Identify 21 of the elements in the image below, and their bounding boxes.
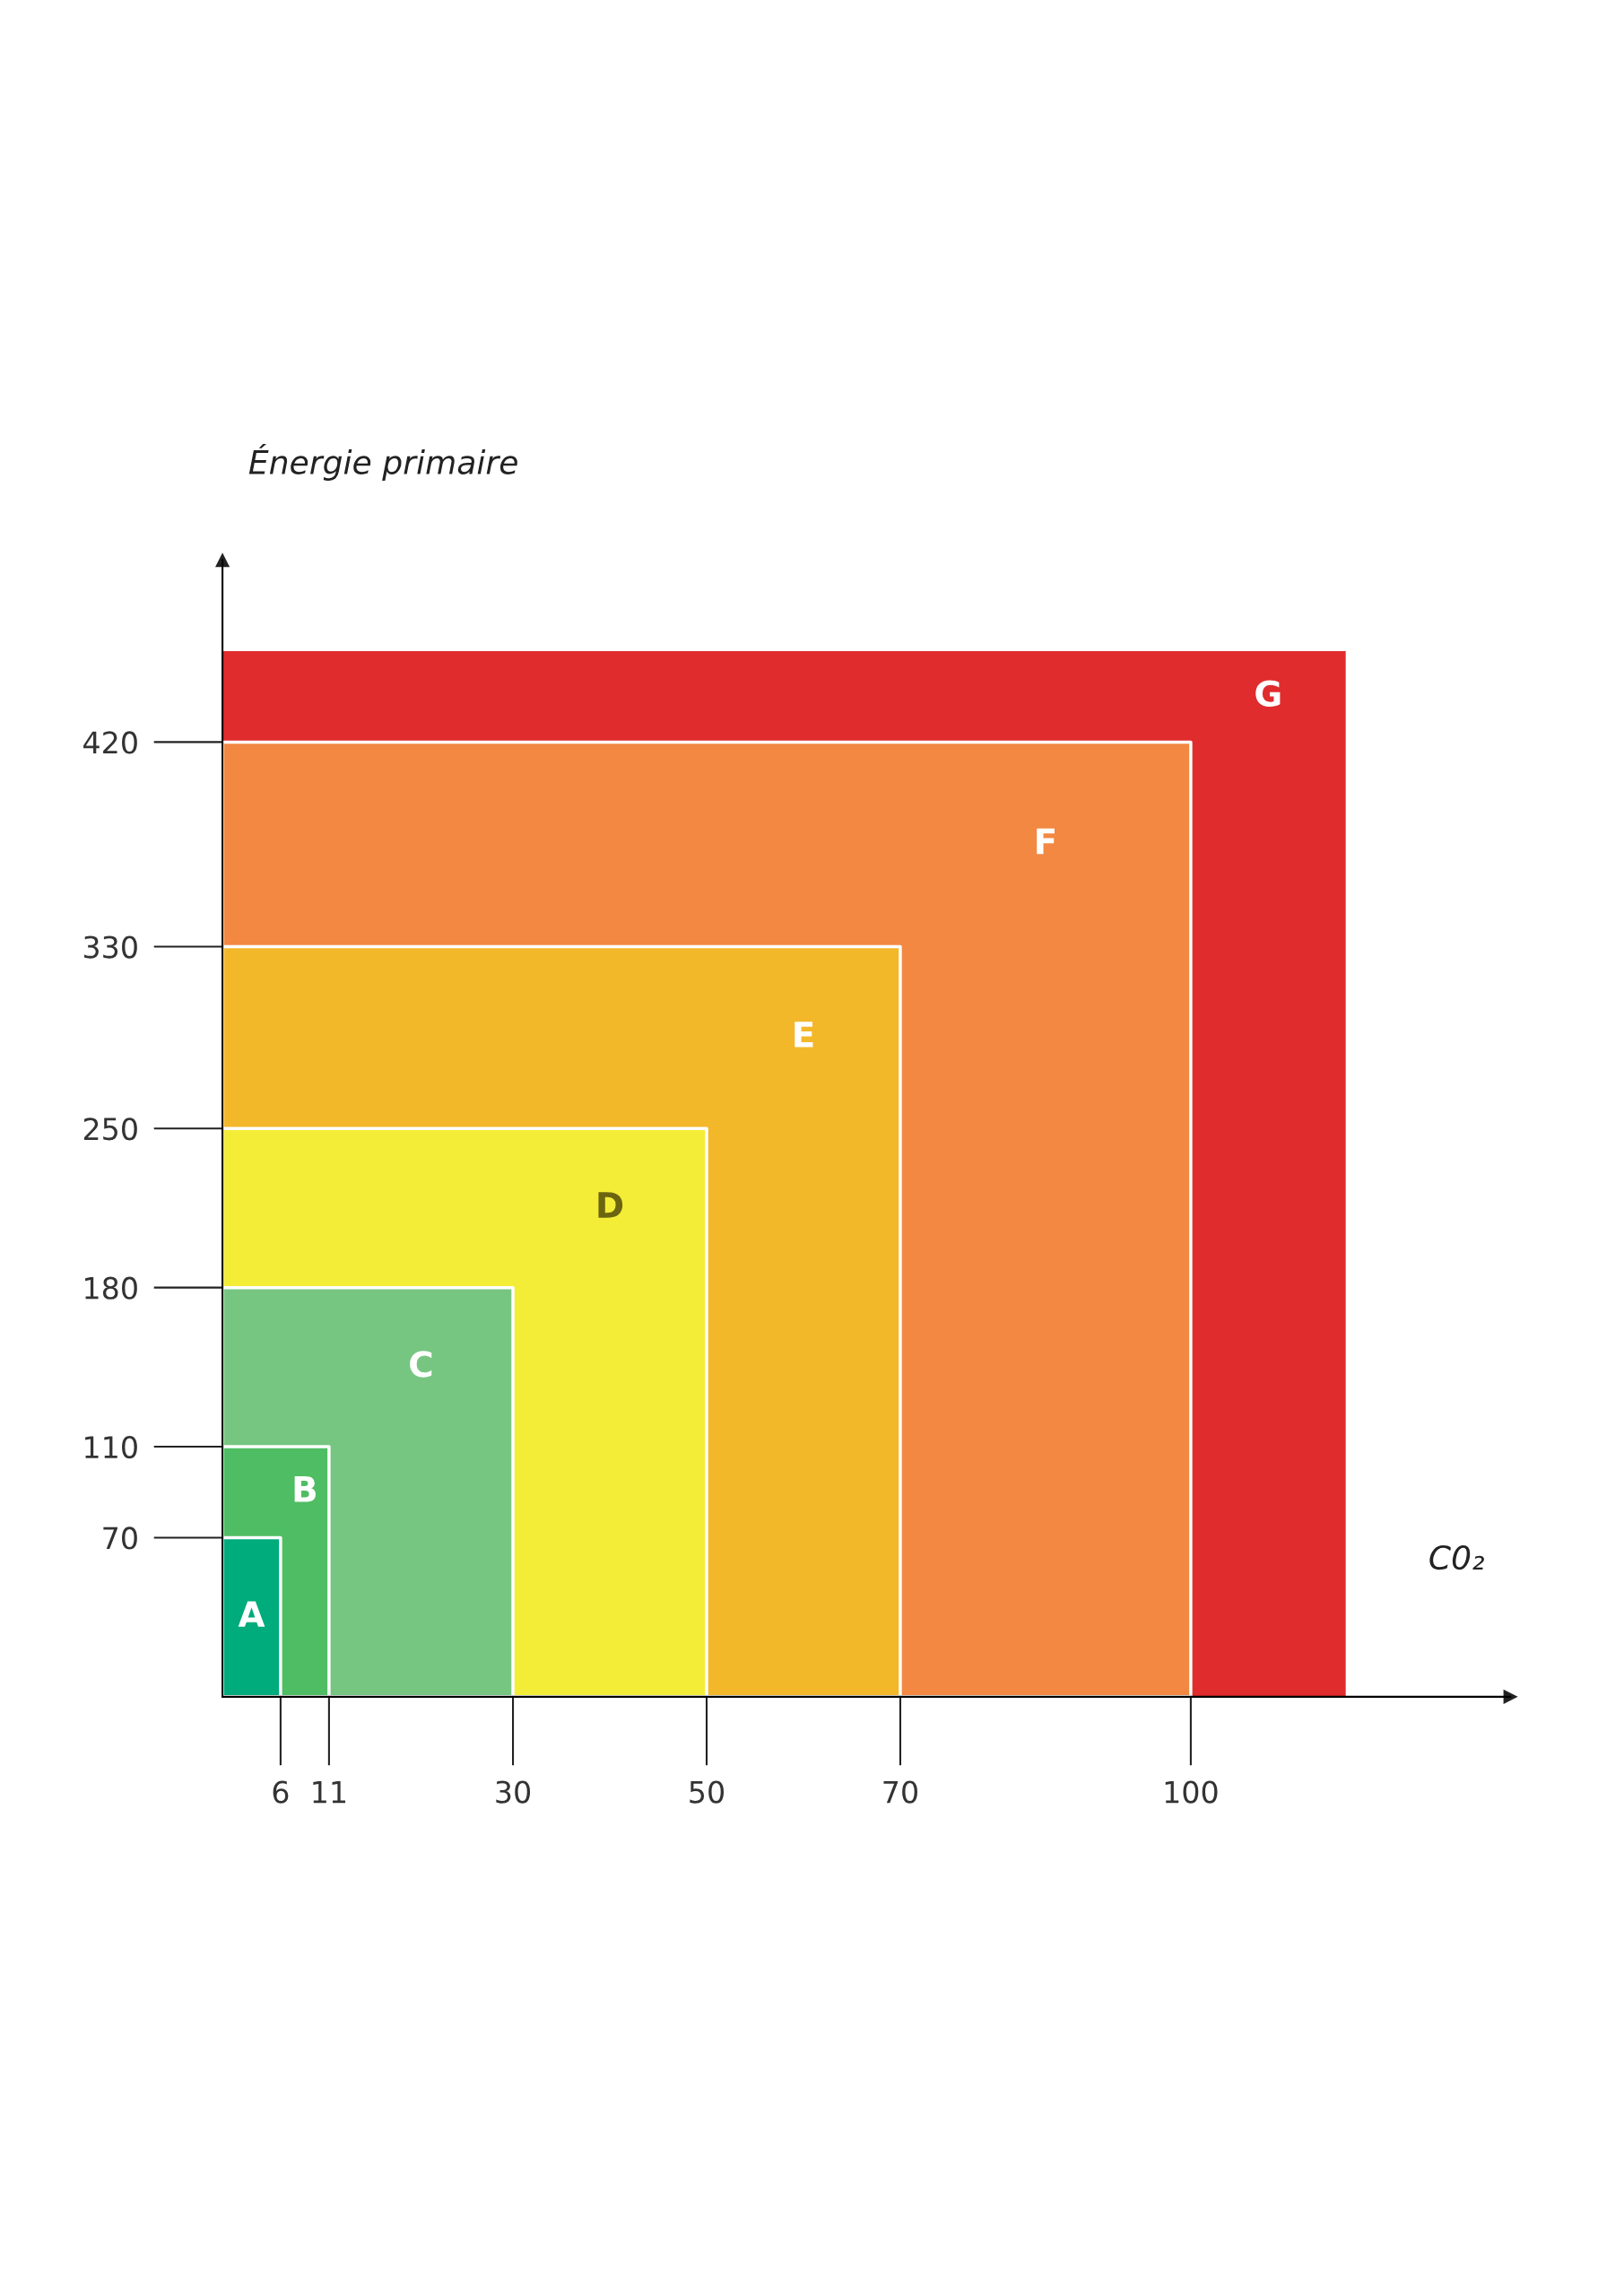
series-label: G: [1255, 680, 1281, 707]
x-tick-label: 100: [1165, 1780, 1218, 1804]
x-tick-label: 30: [496, 1780, 531, 1804]
y-axis-title: Énergie primaire: [248, 444, 517, 481]
y-tick-label: 420: [83, 731, 137, 754]
series-label: D: [598, 1192, 623, 1218]
x-axis-title: C0₂: [1429, 1544, 1484, 1570]
series-label: E: [795, 1022, 813, 1048]
y-tick-label: 110: [85, 1435, 137, 1459]
y-tick-label: 70: [103, 1526, 137, 1550]
series-label: B: [294, 1476, 316, 1502]
x-tick-label: 70: [883, 1780, 917, 1804]
y-tick-label: 250: [83, 1118, 137, 1141]
x-tick-label: 6: [273, 1780, 289, 1804]
y-tick-label: 180: [85, 1276, 137, 1300]
series-label: F: [1037, 828, 1055, 855]
series-label: A: [238, 1601, 265, 1627]
x-tick-label: 11: [313, 1780, 346, 1804]
x-tick-label: 50: [690, 1780, 724, 1804]
series-label: C: [410, 1351, 432, 1378]
y-tick-label: 330: [83, 935, 137, 959]
